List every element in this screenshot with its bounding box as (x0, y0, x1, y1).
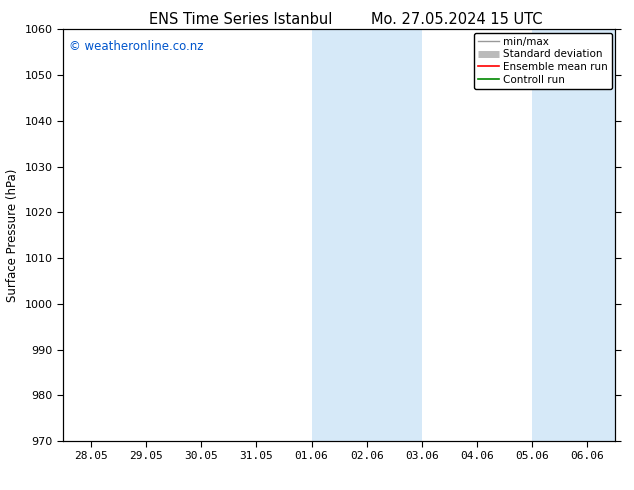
Text: © weatheronline.co.nz: © weatheronline.co.nz (69, 40, 204, 53)
Text: Mo. 27.05.2024 15 UTC: Mo. 27.05.2024 15 UTC (371, 12, 542, 27)
Bar (533, 29, 615, 441)
Legend: min/max, Standard deviation, Ensemble mean run, Controll run: min/max, Standard deviation, Ensemble me… (474, 32, 612, 89)
Y-axis label: Surface Pressure (hPa): Surface Pressure (hPa) (6, 169, 19, 302)
Text: ENS Time Series Istanbul: ENS Time Series Istanbul (149, 12, 333, 27)
Bar (312, 29, 422, 441)
